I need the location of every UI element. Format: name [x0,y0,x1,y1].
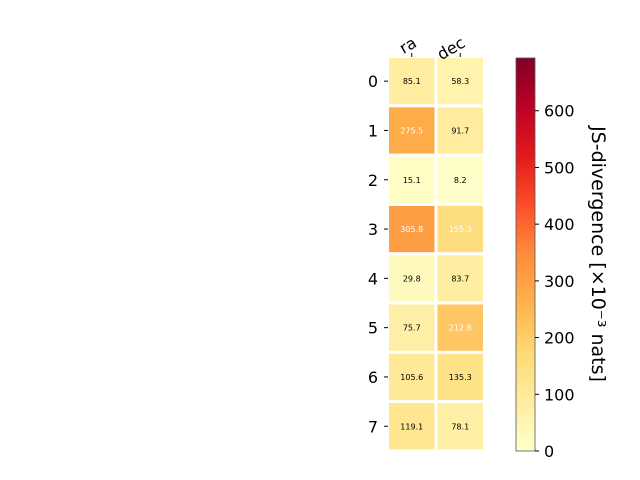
cell-value-label: 119.1 [400,422,423,431]
heatmap-cell [437,107,483,154]
y-axis-ticks: 0 1 2 3 4 5 6 7 [368,72,388,436]
colorbar-tick-label: 0 [544,442,554,461]
heatmap-cell [437,304,483,351]
heatmap-cell [437,156,483,203]
y-tick-label: 5 [368,319,378,338]
cell-value-label: 29.8 [403,274,421,283]
y-tick-label: 3 [368,220,378,239]
cell-value-label: 105.6 [400,373,423,382]
cell-value-label: 155.3 [449,225,472,234]
cell-value-label: 58.3 [451,77,469,86]
heatmap-cell [389,353,435,401]
heatmap-cell [389,156,435,203]
cell-value-label: 305.8 [400,225,423,234]
heatmap-cell [389,205,435,253]
heatmap-cell [389,304,435,351]
colorbar: 0 100 200 300 400 500 600 [515,57,575,461]
cell-value-label: 78.1 [451,422,469,431]
heatmap-cell [389,58,435,105]
cell-value-label: 91.7 [451,126,469,135]
x-tick-label: ra [396,33,420,58]
cell-value-label: 75.7 [403,324,421,333]
cell-value-label: 212.8 [449,324,472,333]
colorbar-tick-label: 300 [544,272,575,291]
y-tick-label: 2 [368,171,378,190]
colorbar-tick-label: 200 [544,329,575,348]
y-tick-label: 0 [368,72,378,91]
y-tick-label: 7 [368,417,378,436]
heatmap-cell [437,255,483,302]
cell-value-label: 83.7 [451,274,469,283]
heatmap-cell [437,403,483,450]
heatmap-cell [389,107,435,154]
heatmap-cell [389,255,435,302]
y-tick-label: 6 [368,368,378,387]
heatmap-cell [437,205,483,253]
colorbar-tick-label: 600 [544,102,575,121]
y-tick-label: 1 [368,121,378,140]
cell-value-label: 8.2 [454,176,467,185]
heatmap-cell [437,58,483,105]
heatmap-grid: 85.1 58.3 275.5 91.7 15.1 8.2 305.8 155.3 29.8 83… [389,58,483,450]
heatmap-cell [389,403,435,450]
heatmap-cell [437,353,483,401]
cell-value-label: 135.3 [449,373,472,382]
colorbar-tick-label: 100 [544,385,575,404]
colorbar-label: JS-divergence [×10⁻³ nats] [587,125,609,382]
y-tick-label: 4 [368,269,378,288]
colorbar-gradient [515,57,536,452]
colorbar-tick-label: 400 [544,215,575,234]
cell-value-label: 15.1 [403,176,421,185]
colorbar-tick-label: 500 [544,158,575,177]
cell-value-label: 275.5 [400,126,423,135]
cell-value-label: 85.1 [403,77,421,86]
